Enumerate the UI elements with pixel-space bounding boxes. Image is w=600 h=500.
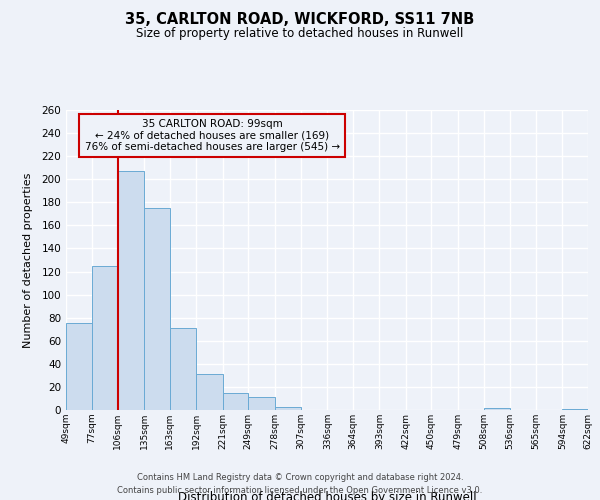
Bar [92, 266, 118, 410]
Text: Size of property relative to detached houses in Runwell: Size of property relative to detached ho… [136, 28, 464, 40]
X-axis label: Distribution of detached houses by size in Runwell: Distribution of detached houses by size … [178, 491, 476, 500]
Bar [223, 392, 248, 410]
Bar [248, 398, 275, 410]
Text: Contains HM Land Registry data © Crown copyright and database right 2024.
Contai: Contains HM Land Registry data © Crown c… [118, 474, 482, 495]
Text: 35, CARLTON ROAD, WICKFORD, SS11 7NB: 35, CARLTON ROAD, WICKFORD, SS11 7NB [125, 12, 475, 28]
Bar [118, 171, 145, 410]
Y-axis label: Number of detached properties: Number of detached properties [23, 172, 33, 348]
Bar [66, 324, 92, 410]
Bar [196, 374, 223, 410]
Bar [275, 406, 301, 410]
Bar [484, 408, 509, 410]
Bar [562, 409, 588, 410]
Bar [170, 328, 196, 410]
Bar [145, 208, 170, 410]
Text: 35 CARLTON ROAD: 99sqm
← 24% of detached houses are smaller (169)
76% of semi-de: 35 CARLTON ROAD: 99sqm ← 24% of detached… [85, 119, 340, 152]
